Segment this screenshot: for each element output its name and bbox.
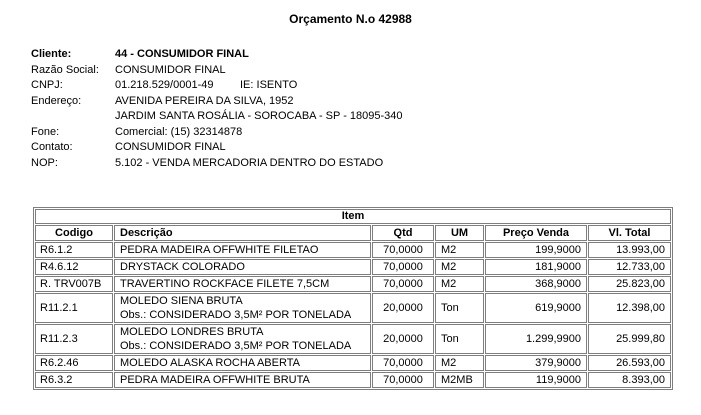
cell-descricao: TRAVERTINO ROCKFACE FILETE 7,5CM bbox=[114, 276, 371, 292]
cell-um: M2 bbox=[435, 276, 484, 292]
cell-obs: Obs.: CONSIDERADO 3,5M² POR TONELADA bbox=[120, 340, 352, 352]
page-title: Orçamento N.o 42988 bbox=[289, 12, 412, 26]
fone-label: Fone: bbox=[31, 125, 60, 138]
cell-preco-venda: 199,9000 bbox=[485, 242, 587, 258]
cell-qtd: 70,0000 bbox=[372, 276, 434, 292]
cnpj-label: CNPJ: bbox=[31, 79, 63, 91]
cell-codigo: R. TRV007B bbox=[35, 276, 113, 292]
endereco-label: Endereço: bbox=[31, 94, 82, 107]
table-row: R11.2.3 MOLEDO LONDRES BRUTA Obs.: CONSID… bbox=[35, 324, 671, 354]
table-row: R4.6.12 DRYSTACK COLORADO 70,0000 M2 181… bbox=[35, 259, 671, 275]
cell-codigo: R11.2.3 bbox=[35, 324, 113, 354]
client-row-fone: Fone: Comercial: (15) 32314878 bbox=[31, 125, 701, 141]
col-header-qtd: Qtd bbox=[372, 225, 434, 241]
cell-vl-total: 12.733,00 bbox=[588, 259, 671, 275]
cell-descricao: MOLEDO ALASKA ROCHA ABERTA bbox=[114, 355, 371, 371]
fone-value: Comercial: (15) 32314878 bbox=[115, 125, 243, 138]
cell-qtd: 70,0000 bbox=[372, 259, 434, 275]
razao-social-value: CONSUMIDOR FINAL bbox=[115, 63, 226, 76]
cell-qtd: 70,0000 bbox=[372, 372, 434, 388]
cell-qtd: 70,0000 bbox=[372, 355, 434, 371]
table-row: R6.2.46 MOLEDO ALASKA ROCHA ABERTA 70,00… bbox=[35, 355, 671, 371]
orcamento-document: Orçamento N.o 42988 Cliente: 44 - CONSUM… bbox=[31, 12, 701, 390]
cell-um: M2 bbox=[435, 242, 484, 258]
cell-codigo: R6.1.2 bbox=[35, 242, 113, 258]
table-row: R6.1.2 PEDRA MADEIRA OFFWHITE FILETAO 70… bbox=[35, 242, 671, 258]
table-row: R6.3.2 PEDRA MADEIRA OFFWHITE BRUTA 70,0… bbox=[35, 372, 671, 388]
cell-um: M2 bbox=[435, 355, 484, 371]
cell-preco-venda: 379,9000 bbox=[485, 355, 587, 371]
cnpj-ie-value: 01.218.529/0001-49 IE: ISENTO bbox=[115, 78, 297, 94]
col-header-codigo: Codigo bbox=[35, 225, 113, 241]
group-header-item: Item bbox=[35, 209, 671, 224]
col-header-descricao: Descrição bbox=[114, 225, 371, 241]
cell-um: Ton bbox=[435, 324, 484, 354]
client-row-cnpj: CNPJ: 01.218.529/0001-49 IE: ISENTO bbox=[31, 78, 701, 94]
cell-descricao: PEDRA MADEIRA OFFWHITE FILETAO bbox=[114, 242, 371, 258]
cell-preco-venda: 119,9000 bbox=[485, 372, 587, 388]
col-header-vl-total: Vl. Total bbox=[588, 225, 671, 241]
cell-preco-venda: 619,9000 bbox=[485, 293, 587, 323]
cell-descricao: DRYSTACK COLORADO bbox=[114, 259, 371, 275]
ie-label: IE: bbox=[240, 79, 254, 91]
endereco-line1: AVENIDA PEREIRA DA SILVA, 1952 bbox=[115, 94, 294, 107]
cliente-value: 44 - CONSUMIDOR FINAL bbox=[115, 48, 249, 60]
cell-descricao: MOLEDO SIENA BRUTA Obs.: CONSIDERADO 3,5M… bbox=[114, 293, 371, 323]
cell-um: M2MB bbox=[435, 372, 484, 388]
client-row-cliente: Cliente: 44 - CONSUMIDOR FINAL bbox=[31, 47, 701, 63]
cell-vl-total: 13.993,00 bbox=[588, 242, 671, 258]
cell-vl-total: 26.593,00 bbox=[588, 355, 671, 371]
client-row-endereco: Endereço: AVENIDA PEREIRA DA SILVA, 1952… bbox=[31, 94, 701, 125]
client-row-contato: Contato: CONSUMIDOR FINAL bbox=[31, 140, 701, 156]
cell-obs: Obs.: CONSIDERADO 3,5M² POR TONELADA bbox=[120, 309, 352, 321]
cell-vl-total: 8.393,00 bbox=[588, 372, 671, 388]
cell-vl-total: 12.398,00 bbox=[588, 293, 671, 323]
table-row: R11.2.1 MOLEDO SIENA BRUTA Obs.: CONSIDER… bbox=[35, 293, 671, 323]
endereco-line2: JARDIM SANTA ROSÁLIA - SOROCABA - SP - 1… bbox=[115, 110, 403, 122]
client-row-razao-social: Razão Social: CONSUMIDOR FINAL bbox=[31, 63, 701, 79]
cell-codigo: R4.6.12 bbox=[35, 259, 113, 275]
items-table: Item Codigo Descrição Qtd UM Preço Venda… bbox=[33, 207, 673, 390]
cell-codigo: R6.3.2 bbox=[35, 372, 113, 388]
razao-social-label: Razão Social: bbox=[31, 63, 99, 76]
cell-qtd: 20,0000 bbox=[372, 324, 434, 354]
table-column-header-row: Codigo Descrição Qtd UM Preço Venda Vl. … bbox=[35, 225, 671, 241]
cell-preco-venda: 368,9000 bbox=[485, 276, 587, 292]
table-row: R. TRV007B TRAVERTINO ROCKFACE FILETE 7,… bbox=[35, 276, 671, 292]
client-info-block: Cliente: 44 - CONSUMIDOR FINAL Razão Soc… bbox=[31, 47, 701, 171]
col-header-um: UM bbox=[435, 225, 484, 241]
col-header-preco-venda: Preço Venda bbox=[485, 225, 587, 241]
ie-value: ISENTO bbox=[256, 79, 298, 91]
cell-codigo: R11.2.1 bbox=[35, 293, 113, 323]
cliente-label: Cliente: bbox=[31, 48, 72, 60]
client-row-nop: NOP: 5.102 - VENDA MERCADORIA DENTRO DO … bbox=[31, 156, 701, 172]
cell-preco-venda: 181,9000 bbox=[485, 259, 587, 275]
cell-vl-total: 25.823,00 bbox=[588, 276, 671, 292]
cell-preco-venda: 1.299,9900 bbox=[485, 324, 587, 354]
endereco-value: AVENIDA PEREIRA DA SILVA, 1952 JARDIM SA… bbox=[115, 94, 403, 125]
contato-value: CONSUMIDOR FINAL bbox=[115, 141, 226, 153]
cnpj-value: 01.218.529/0001-49 bbox=[115, 79, 214, 91]
contato-label: Contato: bbox=[31, 141, 73, 153]
nop-value: 5.102 - VENDA MERCADORIA DENTRO DO ESTAD… bbox=[115, 156, 384, 169]
cell-descricao: PEDRA MADEIRA OFFWHITE BRUTA bbox=[114, 372, 371, 388]
cell-qtd: 70,0000 bbox=[372, 242, 434, 258]
cell-um: M2 bbox=[435, 259, 484, 275]
table-group-header-row: Item bbox=[35, 209, 671, 224]
cell-qtd: 20,0000 bbox=[372, 293, 434, 323]
cell-codigo: R6.2.46 bbox=[35, 355, 113, 371]
cell-vl-total: 25.999,80 bbox=[588, 324, 671, 354]
cell-descricao: MOLEDO LONDRES BRUTA Obs.: CONSIDERADO 3,… bbox=[114, 324, 371, 354]
nop-label: NOP: bbox=[31, 156, 58, 169]
cell-um: Ton bbox=[435, 293, 484, 323]
